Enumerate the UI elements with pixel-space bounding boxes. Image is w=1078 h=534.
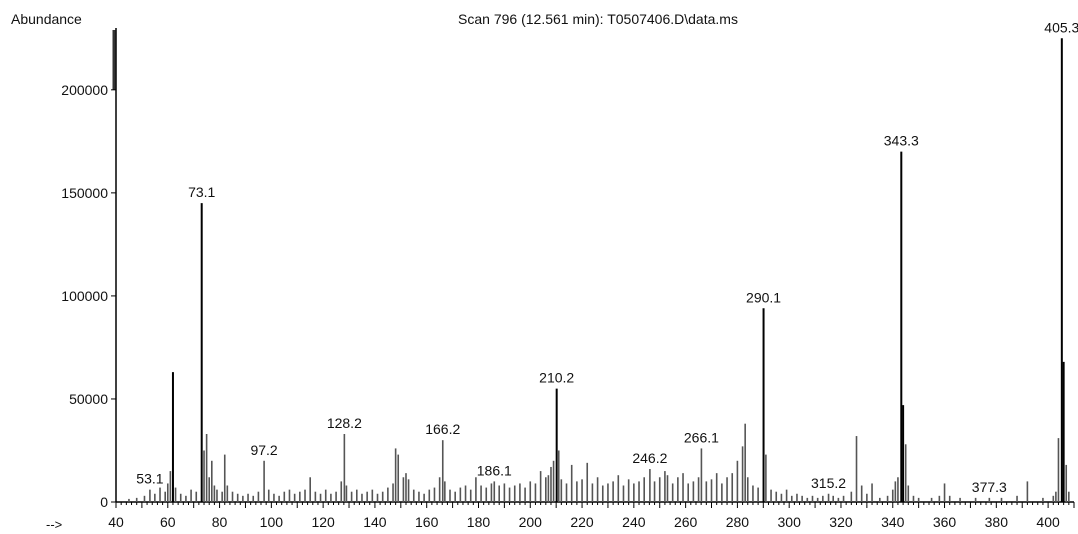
- peak-label: 343.3: [884, 133, 919, 149]
- chart-title: Scan 796 (12.561 min): T0507406.D\data.m…: [458, 11, 738, 27]
- x-tick-label: 220: [570, 514, 594, 530]
- peak-label: 210.2: [539, 370, 574, 386]
- peak-label: 405.3: [1044, 19, 1078, 35]
- y-tick-label: 0: [100, 494, 108, 510]
- x-tick-label: 360: [933, 514, 957, 530]
- x-tick-label: 80: [212, 514, 228, 530]
- peak-bars: [128, 38, 1070, 502]
- peak-labels: 53.1 73.1 97.2 128.2 166.2 186.1 210.2 246.2 266…: [136, 19, 1078, 495]
- peak-label: 166.2: [425, 421, 460, 437]
- x-tick-label: 380: [985, 514, 1009, 530]
- x-tick-label: 320: [829, 514, 853, 530]
- y-tick-label: 50000: [69, 391, 108, 407]
- x-axis-arrow: -->: [46, 517, 62, 532]
- y-axis-label: Abundance: [11, 11, 82, 27]
- x-tick-label: 340: [881, 514, 905, 530]
- x-axis-ticks: 40 60 80 100 120 140 160 180 200 220 240 260 280 300 3…: [108, 502, 1075, 530]
- peak-label: 315.2: [811, 475, 846, 491]
- y-tick-label: 150000: [61, 185, 108, 201]
- peak-label: 266.1: [684, 429, 719, 445]
- peak-label: 97.2: [250, 442, 277, 458]
- x-tick-label: 40: [108, 514, 124, 530]
- x-tick-label: 240: [622, 514, 646, 530]
- x-tick-label: 280: [726, 514, 750, 530]
- x-tick-label: 200: [519, 514, 543, 530]
- x-tick-label: 60: [160, 514, 176, 530]
- peak-label: 53.1: [136, 471, 163, 487]
- x-tick-label: 260: [674, 514, 698, 530]
- peak-label: 290.1: [746, 289, 781, 305]
- x-tick-label: 400: [1036, 514, 1060, 530]
- peak-label: 128.2: [327, 415, 362, 431]
- x-tick-label: 180: [467, 514, 491, 530]
- peak-label: 246.2: [632, 450, 667, 466]
- peak-label: 186.1: [477, 462, 512, 478]
- y-tick-label: 100000: [61, 288, 108, 304]
- x-tick-label: 160: [415, 514, 439, 530]
- x-tick-label: 100: [260, 514, 284, 530]
- peak-label: 377.3: [972, 479, 1007, 495]
- x-tick-label: 140: [363, 514, 387, 530]
- x-tick-label: 120: [311, 514, 335, 530]
- y-axis-ticks: 0 50000 100000 150000 200000: [61, 82, 116, 510]
- peak-label: 73.1: [188, 184, 215, 200]
- y-tick-label: 200000: [61, 82, 108, 98]
- x-tick-label: 300: [778, 514, 802, 530]
